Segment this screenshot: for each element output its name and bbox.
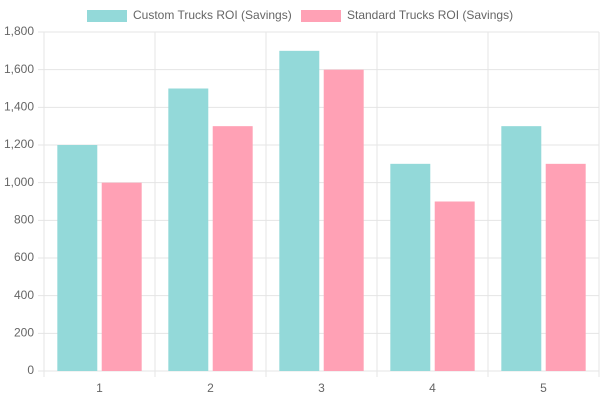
y-tick-label: 1,200	[4, 137, 34, 151]
legend-label[interactable]: Standard Trucks ROI (Savings)	[347, 8, 513, 22]
legend-swatch[interactable]	[301, 10, 341, 22]
legend-swatch[interactable]	[87, 10, 127, 22]
y-tick-label: 1,400	[4, 100, 34, 114]
bar	[212, 126, 253, 372]
bar	[101, 182, 142, 371]
y-tick-label: 1,000	[4, 175, 34, 189]
bar	[279, 50, 320, 371]
y-tick-label: 0	[27, 363, 34, 377]
x-tick-label: 5	[540, 381, 547, 395]
x-tick-label: 3	[318, 381, 325, 395]
legend-label[interactable]: Custom Trucks ROI (Savings)	[133, 8, 292, 22]
bar	[434, 201, 475, 371]
x-tick-label: 4	[429, 381, 436, 395]
x-tick-label: 2	[207, 381, 214, 395]
x-tick-label: 1	[96, 381, 103, 395]
y-tick-label: 1,800	[4, 24, 34, 38]
y-tick-label: 200	[14, 326, 34, 340]
bar	[390, 163, 431, 371]
y-tick-label: 400	[14, 288, 34, 302]
bar	[545, 163, 586, 371]
bar	[323, 69, 364, 372]
y-tick-label: 600	[14, 250, 34, 264]
y-tick-label: 800	[14, 213, 34, 227]
bar	[501, 126, 542, 372]
bar	[57, 145, 98, 371]
bar	[168, 88, 209, 371]
y-tick-label: 1,600	[4, 62, 34, 76]
